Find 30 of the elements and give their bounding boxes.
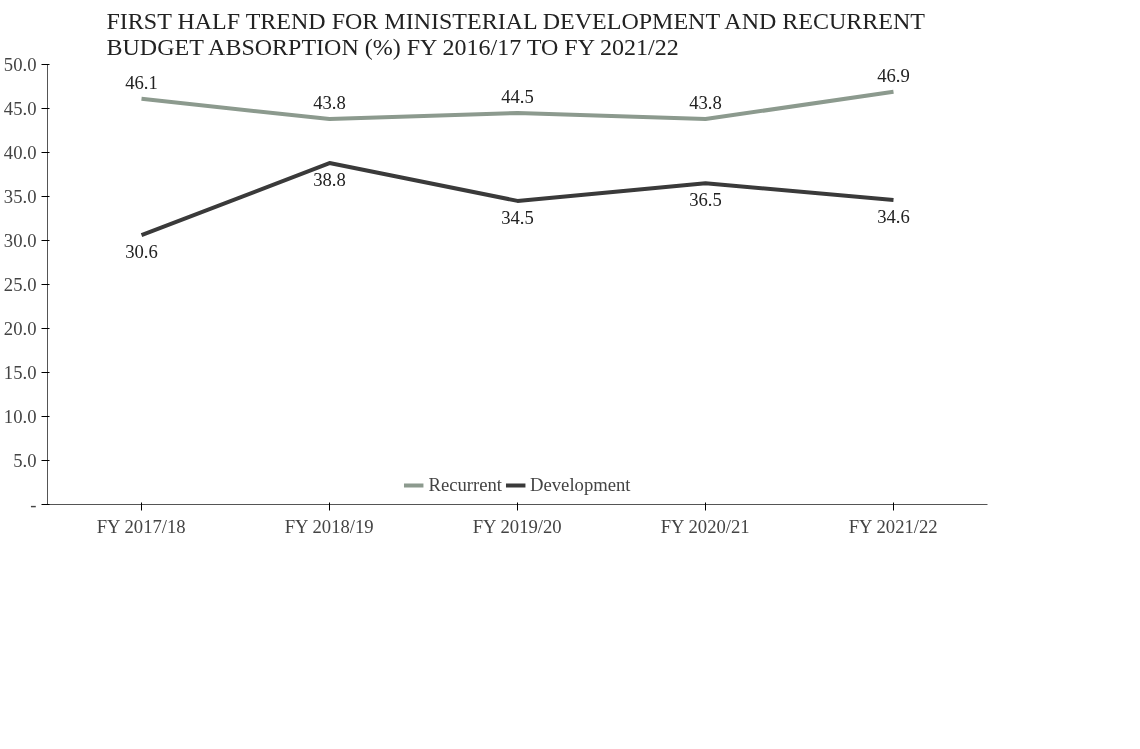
legend-label: Recurrent — [428, 474, 503, 496]
legend-label: Development — [530, 474, 631, 496]
y-tick-label: 25.0 — [3, 274, 37, 295]
y-tick-label: - — [30, 494, 37, 515]
x-tick-label: FY 2019/20 — [472, 515, 562, 537]
y-tick-label: 40.0 — [3, 142, 37, 163]
x-tick-label: FY 2021/22 — [848, 515, 938, 537]
data-label: 43.8 — [689, 92, 722, 114]
data-label: 46.1 — [125, 71, 158, 93]
data-label: 34.5 — [501, 206, 534, 228]
y-tick-label: 30.0 — [3, 230, 37, 251]
y-tick-label: 20.0 — [3, 318, 37, 339]
data-label: 43.8 — [313, 92, 346, 114]
x-tick-label: FY 2018/19 — [284, 515, 374, 537]
data-label: 30.6 — [125, 241, 158, 263]
x-tick-label: FY 2020/21 — [660, 515, 750, 537]
chart-title: FIRST HALF TREND FOR MINISTERIAL DEVELOPMENT AND RECURRENT BUDGET ABSORPTION (%) FY 2016/17 TO FY 2021/22 — [106, 7, 926, 60]
data-label: 38.8 — [313, 169, 346, 191]
data-label: 46.9 — [877, 64, 910, 86]
y-tick-label: 50.0 — [3, 54, 37, 75]
y-tick-label: 15.0 — [3, 362, 37, 383]
data-label: 36.5 — [689, 189, 722, 211]
y-tick-label: 5.0 — [13, 450, 37, 471]
data-label: 34.6 — [877, 206, 910, 228]
line-series — [139, 89, 896, 122]
x-tick-label: FY 2017/18 — [96, 515, 186, 537]
y-tick-label: 35.0 — [3, 186, 37, 207]
y-tick-label: 10.0 — [3, 406, 37, 427]
y-tick-label: 45.0 — [3, 98, 37, 119]
data-label: 44.5 — [501, 85, 534, 107]
